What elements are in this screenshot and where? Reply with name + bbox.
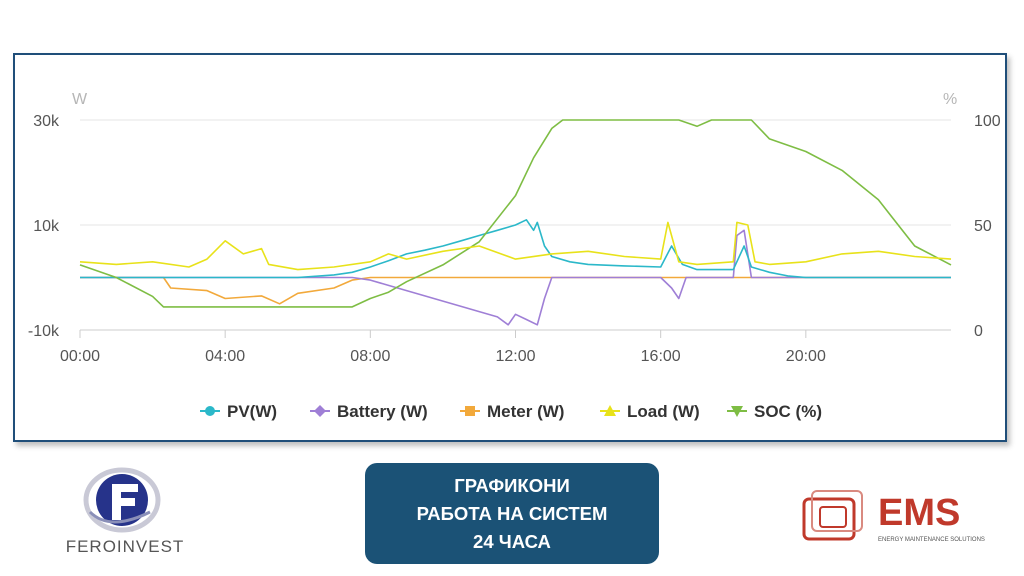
title-box: ГРАФИКОНИ РАБОТА НА СИСТЕМ 24 ЧАСА	[365, 463, 659, 564]
x-tick-label: 04:00	[205, 348, 245, 365]
legend-label: PV(W)	[227, 402, 277, 421]
series-line-4	[79, 119, 952, 308]
y-right-tick-label: 50	[974, 218, 992, 235]
x-tick-label: 16:00	[641, 348, 681, 365]
ems-logo-tagline: ENERGY MAINTENANCE SOLUTIONS	[878, 537, 985, 543]
legend-marker-triangle-down	[731, 406, 743, 417]
y-left-tick-label: 10k	[33, 218, 60, 235]
y-left-tick-label: 30k	[33, 113, 60, 130]
x-tick-label: 12:00	[495, 348, 535, 365]
title-line-1: ГРАФИКОНИ	[454, 474, 570, 496]
y-left-tick-label: -10k	[28, 323, 60, 340]
series-line-3	[79, 221, 952, 271]
y-left-unit: W	[72, 91, 88, 108]
y-right-unit: %	[943, 91, 957, 108]
legend-item-2[interactable]: Meter (W)	[460, 402, 564, 421]
ems-logo-text: EMS	[878, 492, 960, 534]
legend-label: Load (W)	[627, 402, 700, 421]
x-tick-label: 00:00	[60, 348, 100, 365]
x-tick-label: 08:00	[350, 348, 390, 365]
legend-marker-triangle-up	[604, 405, 616, 416]
legend-marker-diamond	[314, 405, 326, 417]
legend-label: SOC (%)	[754, 402, 822, 421]
legend-label: Meter (W)	[487, 402, 564, 421]
legend-label: Battery (W)	[337, 402, 428, 421]
ems-logo: EMS ENERGY MAINTENANCE SOLUTIONS	[802, 490, 985, 543]
legend-item-1[interactable]: Battery (W)	[310, 402, 428, 421]
series-line-0	[80, 219, 951, 279]
legend-item-3[interactable]: Load (W)	[600, 402, 700, 421]
y-right-tick-label: 0	[974, 323, 983, 340]
y-right-tick-label: 100	[974, 113, 1001, 130]
legend-item-4[interactable]: SOC (%)	[727, 402, 822, 421]
title-line-3: 24 ЧАСА	[473, 530, 551, 552]
feroinvest-logo: FEROINVEST	[66, 467, 185, 556]
chart-frame: W % 30k 10k -10k 100 50 0 00:00 04:00 08:00 12:00…	[13, 53, 1007, 442]
series-line-1	[80, 229, 951, 326]
title-line-2: РАБОТА НА СИСТЕМ	[416, 502, 608, 524]
x-tick-label: 20:00	[786, 348, 826, 365]
line-chart: W % 30k 10k -10k 100 50 0 00:00 04:00 08:00 12:00…	[28, 91, 1001, 421]
feroinvest-logo-text: FEROINVEST	[66, 537, 185, 556]
legend-marker-circle	[205, 406, 215, 416]
legend-item-0[interactable]: PV(W)	[200, 402, 277, 421]
series-line-2	[80, 276, 951, 305]
legend-marker-square	[465, 406, 475, 416]
